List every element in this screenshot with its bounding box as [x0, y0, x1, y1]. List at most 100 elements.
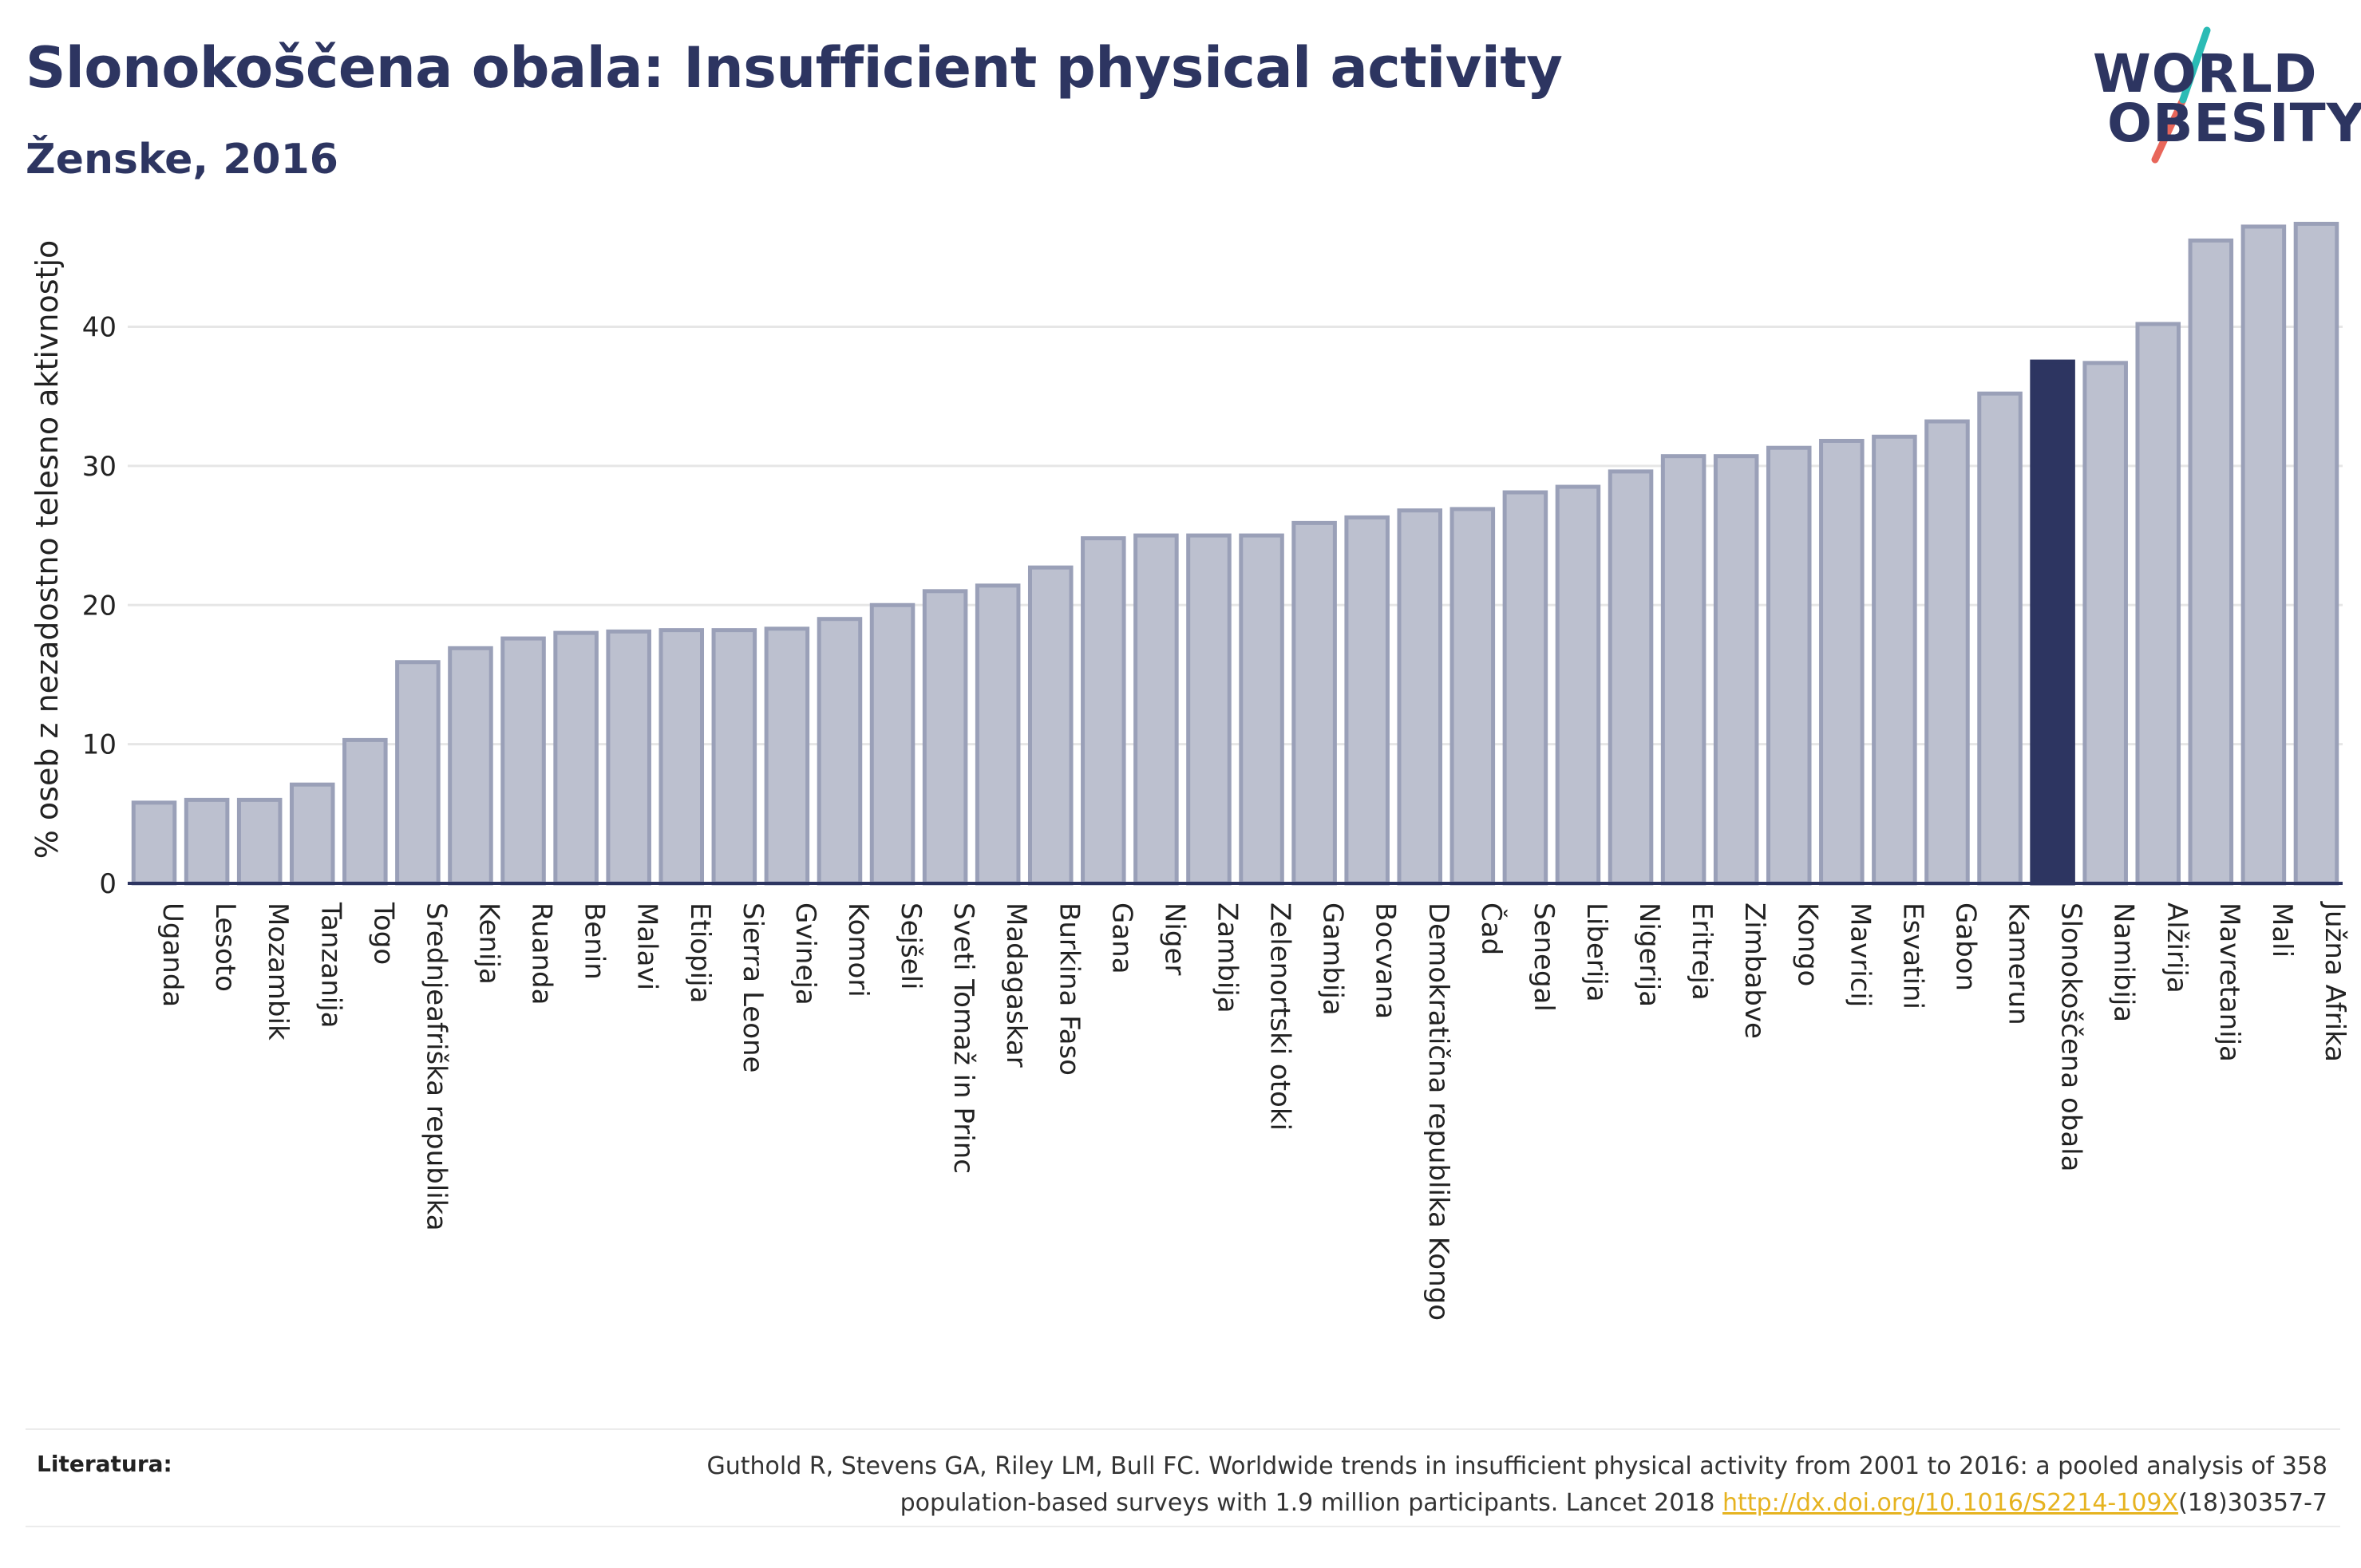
bar: [975, 583, 1021, 886]
x-tick-label: Ruanda: [526, 902, 558, 1005]
x-tick-label: Sierra Leone: [737, 902, 769, 1072]
citation-line-1: Guthold R, Stevens GA, Riley LM, Bull FC…: [706, 1452, 2327, 1480]
x-tick-label: Komori: [842, 902, 874, 997]
bar: [658, 628, 705, 886]
bar: [289, 782, 335, 886]
y-tick-label: 20: [82, 590, 117, 622]
x-tick-label: Južna Afrika: [2319, 901, 2351, 1062]
x-tick-label: Tanzanija: [314, 902, 346, 1028]
x-tick-label: Zambija: [1211, 902, 1243, 1013]
bar: [1977, 391, 2023, 886]
logo-slash-icon: [2151, 26, 2211, 164]
bar: [1502, 490, 1548, 886]
bar: [1291, 520, 1337, 886]
bar: [1555, 484, 1601, 886]
x-tick-label: Kamerun: [2003, 902, 2035, 1025]
x-tick-label: Zimbabve: [1738, 902, 1770, 1039]
x-tick-label: Lesoto: [209, 902, 241, 992]
bar: [1924, 419, 1970, 886]
x-tick-label: Liberija: [1580, 902, 1612, 1002]
x-tick-label: Eritreja: [1686, 902, 1718, 1001]
x-tick-label: Kongo: [1791, 902, 1823, 986]
citation-text: population-based surveys with 1.9 millio…: [900, 1489, 1723, 1517]
x-tick-label: Alžirija: [2161, 902, 2193, 993]
bar: [553, 630, 599, 886]
x-tick-label: Burkina Faso: [1053, 902, 1085, 1076]
bar: [606, 629, 651, 886]
x-tick-label: Uganda: [156, 902, 188, 1007]
x-tick-label: Čad: [1475, 902, 1508, 955]
x-tick-label: Benin: [579, 902, 611, 980]
x-tick-label: Senegal: [1528, 902, 1560, 1012]
bar: [764, 626, 810, 886]
y-axis-title: % oseb z nezadostno telesno aktivnostjo: [30, 240, 65, 859]
bar: [1660, 454, 1706, 886]
bar: [1608, 469, 1654, 886]
x-tick-label: Sveti Tomaž in Princ: [947, 902, 979, 1174]
x-tick-label: Demokratična republika Kongo: [1422, 902, 1454, 1321]
x-tick-label: Srednjeafriška republika: [420, 902, 452, 1231]
bar: [1239, 533, 1284, 886]
bar: [2135, 322, 2181, 886]
footer-divider-top: [26, 1428, 2340, 1430]
bar: [2293, 221, 2339, 886]
bar: [395, 660, 441, 886]
x-tick-label: Madagaskar: [1000, 902, 1032, 1068]
bar: [2030, 359, 2075, 886]
x-tick-label: Mali: [2266, 902, 2298, 958]
world-obesity-logo: WORLD OBESITY: [2075, 24, 2361, 168]
bar: [1186, 533, 1232, 886]
x-tick-label: Mozambik: [262, 902, 294, 1041]
y-tick-label: 40: [82, 312, 117, 344]
bar: [448, 646, 493, 886]
x-tick-label: Mavretanija: [2213, 902, 2245, 1062]
bar: [1397, 508, 1443, 886]
bar: [500, 636, 546, 886]
x-tick-label: Zelenortski otoki: [1264, 902, 1296, 1131]
bar: [711, 628, 757, 886]
citation-suffix: (18)30357-7: [2178, 1489, 2327, 1517]
bar: [1133, 533, 1179, 886]
x-tick-label: Sejšeli: [895, 902, 927, 989]
bar: [2082, 361, 2128, 886]
x-tick-label: Malavi: [631, 902, 663, 990]
bar: [1027, 565, 1074, 886]
x-tick-label: Gambija: [1317, 902, 1349, 1016]
logo-text-obesity: OBESITY: [2107, 93, 2361, 154]
x-tick-label: Namibija: [2108, 902, 2140, 1022]
x-tick-label: Gana: [1105, 902, 1137, 974]
chart-title: Slonokoščena obala: Insufficient physica…: [26, 35, 1563, 101]
bar: [236, 797, 283, 886]
x-tick-label: Slonokoščena obala: [2055, 902, 2087, 1171]
x-tick-label: Gabon: [1949, 902, 1981, 991]
footer-label: Literatura:: [37, 1451, 172, 1477]
bar: [922, 589, 968, 886]
x-tick-label: Gvineja: [789, 902, 821, 1005]
y-tick-label: 30: [82, 451, 117, 483]
x-tick-label: Mavricij: [1844, 902, 1876, 1007]
footer-divider-bottom: [26, 1526, 2340, 1527]
bar: [131, 800, 177, 886]
x-tick-label: Kenija: [473, 902, 504, 985]
bar: [2188, 238, 2234, 886]
x-tick-label: Esvatini: [1896, 902, 1928, 1009]
x-tick-label: Etiopija: [684, 902, 716, 1003]
x-tick-label: Niger: [1158, 902, 1190, 975]
doi-link[interactable]: http://dx.doi.org/10.1016/S2214-109X: [1722, 1489, 2179, 1517]
bar: [1713, 454, 1759, 886]
bar: [2240, 224, 2287, 886]
footer-citation: Guthold R, Stevens GA, Riley LM, Bull FC…: [492, 1448, 2327, 1522]
bar: [869, 602, 916, 886]
x-tick-label: Bocvana: [1370, 902, 1402, 1019]
bar: [817, 617, 863, 886]
bar-chart: 0 10 20 30 40 Uganda Lesoto Mozambik Tanzanija To…: [30, 221, 2351, 1321]
x-tick-label: Togo: [367, 902, 399, 965]
y-tick-label: 0: [99, 868, 117, 900]
bar: [1081, 536, 1126, 886]
bar: [1449, 507, 1496, 886]
y-tick-label: 10: [82, 729, 117, 761]
bar: [184, 797, 230, 886]
chart-subtitle: Ženske, 2016: [26, 136, 338, 184]
citation-line-2: population-based surveys with 1.9 millio…: [492, 1485, 2327, 1522]
bar: [1819, 438, 1865, 886]
